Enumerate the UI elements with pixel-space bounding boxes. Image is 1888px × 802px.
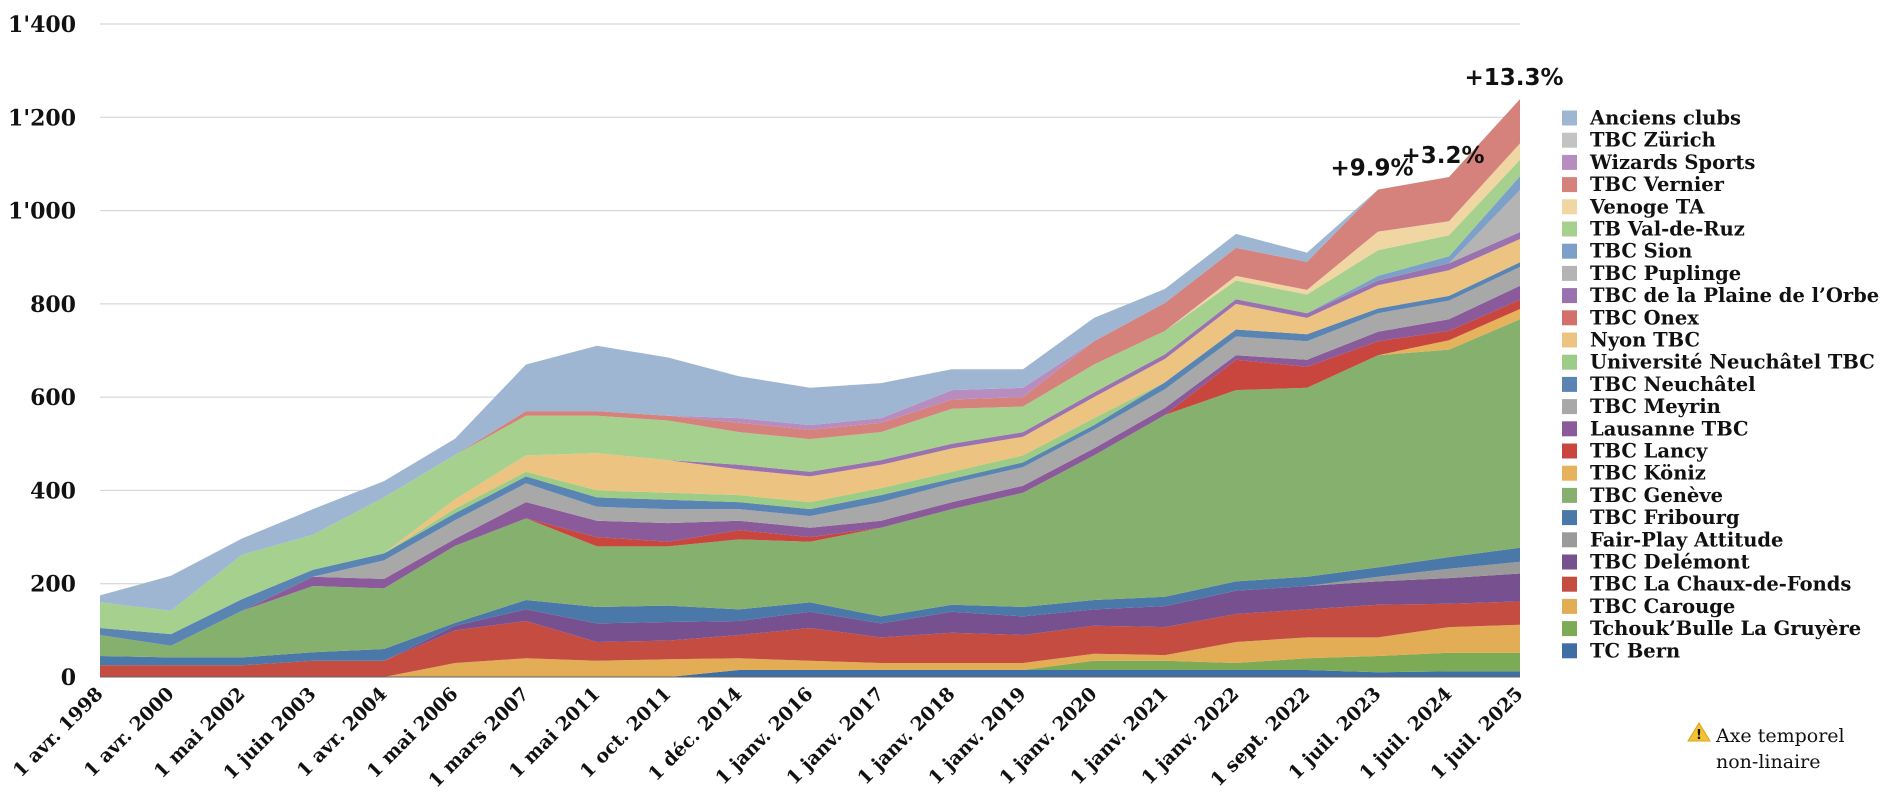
legend-swatch <box>1562 154 1577 170</box>
note-line-2: non-linaire <box>1716 751 1820 773</box>
legend-swatch <box>1562 199 1577 215</box>
legend-swatch <box>1562 243 1577 259</box>
legend-swatch <box>1562 487 1577 503</box>
legend-swatch <box>1562 132 1577 148</box>
legend-swatch <box>1562 421 1577 437</box>
growth-annotation: +13.3% <box>1464 65 1563 91</box>
legend-label: TBC Fribourg <box>1590 506 1740 529</box>
legend-label: Nyon TBC <box>1590 329 1700 352</box>
growth-annotation: +3.2% <box>1401 143 1484 169</box>
nonlinear-axis-note: ! Axe temporel non-linaire <box>1687 722 1845 773</box>
legend-swatch <box>1562 354 1577 370</box>
legend-label: TBC La Chaux-de-Fonds <box>1590 573 1851 596</box>
area-tc-bern <box>100 670 1520 677</box>
y-tick-label: 800 <box>30 292 76 318</box>
legend-swatch <box>1562 376 1577 392</box>
legend-swatch <box>1562 288 1577 304</box>
area-tbc-neuchatel <box>100 262 1520 646</box>
legend-label: Tchouk’Bulle La Gruyère <box>1590 617 1861 640</box>
area-tb-val-de-ruz <box>100 159 1520 635</box>
growth-annotation: +9.9% <box>1330 156 1413 182</box>
legend-label: Université Neuchâtel TBC <box>1590 351 1875 374</box>
legend-label: TBC Carouge <box>1590 595 1735 618</box>
y-tick-label: 200 <box>30 572 76 598</box>
y-tick-label: 0 <box>61 665 76 691</box>
legend-label: TBC Sion <box>1590 240 1692 263</box>
area-tbc-la-chaux-de-fonds <box>100 601 1520 677</box>
area-tchouk-bulle-la-gruyere <box>100 652 1520 677</box>
area-tbc-geneve <box>100 319 1520 658</box>
area-series <box>100 99 1520 677</box>
legend-label: TBC Köniz <box>1590 462 1706 485</box>
svg-text:!: ! <box>1696 728 1702 743</box>
legend-label: TB Val-de-Ruz <box>1590 218 1745 241</box>
legend-swatch <box>1562 554 1577 570</box>
legend-swatch <box>1562 310 1577 326</box>
legend-swatch <box>1562 598 1577 614</box>
legend-label: TBC Onex <box>1590 306 1699 329</box>
y-tick-label: 1'000 <box>8 199 76 225</box>
legend-label: TBC Meyrin <box>1590 395 1721 418</box>
area-tbc-carouge <box>100 624 1520 677</box>
legend-label: Anciens clubs <box>1589 107 1741 130</box>
legend-label: Fair-Play Attitude <box>1590 528 1783 551</box>
legend-label: TBC Lancy <box>1590 440 1708 463</box>
y-tick-label: 1'400 <box>8 12 76 38</box>
legend-label: TBC Delémont <box>1590 551 1750 574</box>
legend-swatch <box>1562 465 1577 481</box>
legend-label: TBC Genève <box>1590 484 1723 507</box>
y-tick-label: 400 <box>30 478 76 504</box>
warning-icon: ! <box>1687 722 1711 743</box>
note-line-1: Axe temporel <box>1715 725 1845 747</box>
legend-swatch <box>1562 532 1577 548</box>
legend-label: TBC Puplinge <box>1590 262 1741 285</box>
legend-swatch <box>1562 110 1577 126</box>
legend-label: TC Bern <box>1590 639 1680 662</box>
annotations: +9.9%+3.2% +13.3% <box>1330 65 1563 181</box>
legend-label: TBC Zürich <box>1590 129 1716 152</box>
y-tick-label: 600 <box>30 385 76 411</box>
legend-swatch <box>1562 332 1577 348</box>
y-tick-label: 1'200 <box>8 105 76 131</box>
legend-label: TBC Neuchâtel <box>1590 373 1756 396</box>
area-tbc-delemont <box>100 573 1520 666</box>
legend-swatch <box>1562 221 1577 237</box>
legend-swatch <box>1562 576 1577 592</box>
legend-swatch <box>1562 443 1577 459</box>
y-axis-ticks: 0 200 400 600 800 1'000 1'200 1'400 <box>8 12 76 691</box>
legend-label: Wizards Sports <box>1589 151 1755 174</box>
legend-label: Venoge TA <box>1589 195 1705 218</box>
legend-swatch <box>1562 399 1577 415</box>
legend-label: TBC Vernier <box>1590 173 1725 196</box>
legend-swatch <box>1562 621 1577 637</box>
legend-label: TBC de la Plaine de l’Orbe <box>1590 284 1879 307</box>
legend-swatch <box>1562 265 1577 281</box>
legend-swatch <box>1562 177 1577 193</box>
legend-label: Lausanne TBC <box>1590 417 1749 440</box>
legend-swatch <box>1562 510 1577 526</box>
legend-swatch <box>1562 643 1577 659</box>
area-tbc-fribourg <box>100 547 1520 666</box>
